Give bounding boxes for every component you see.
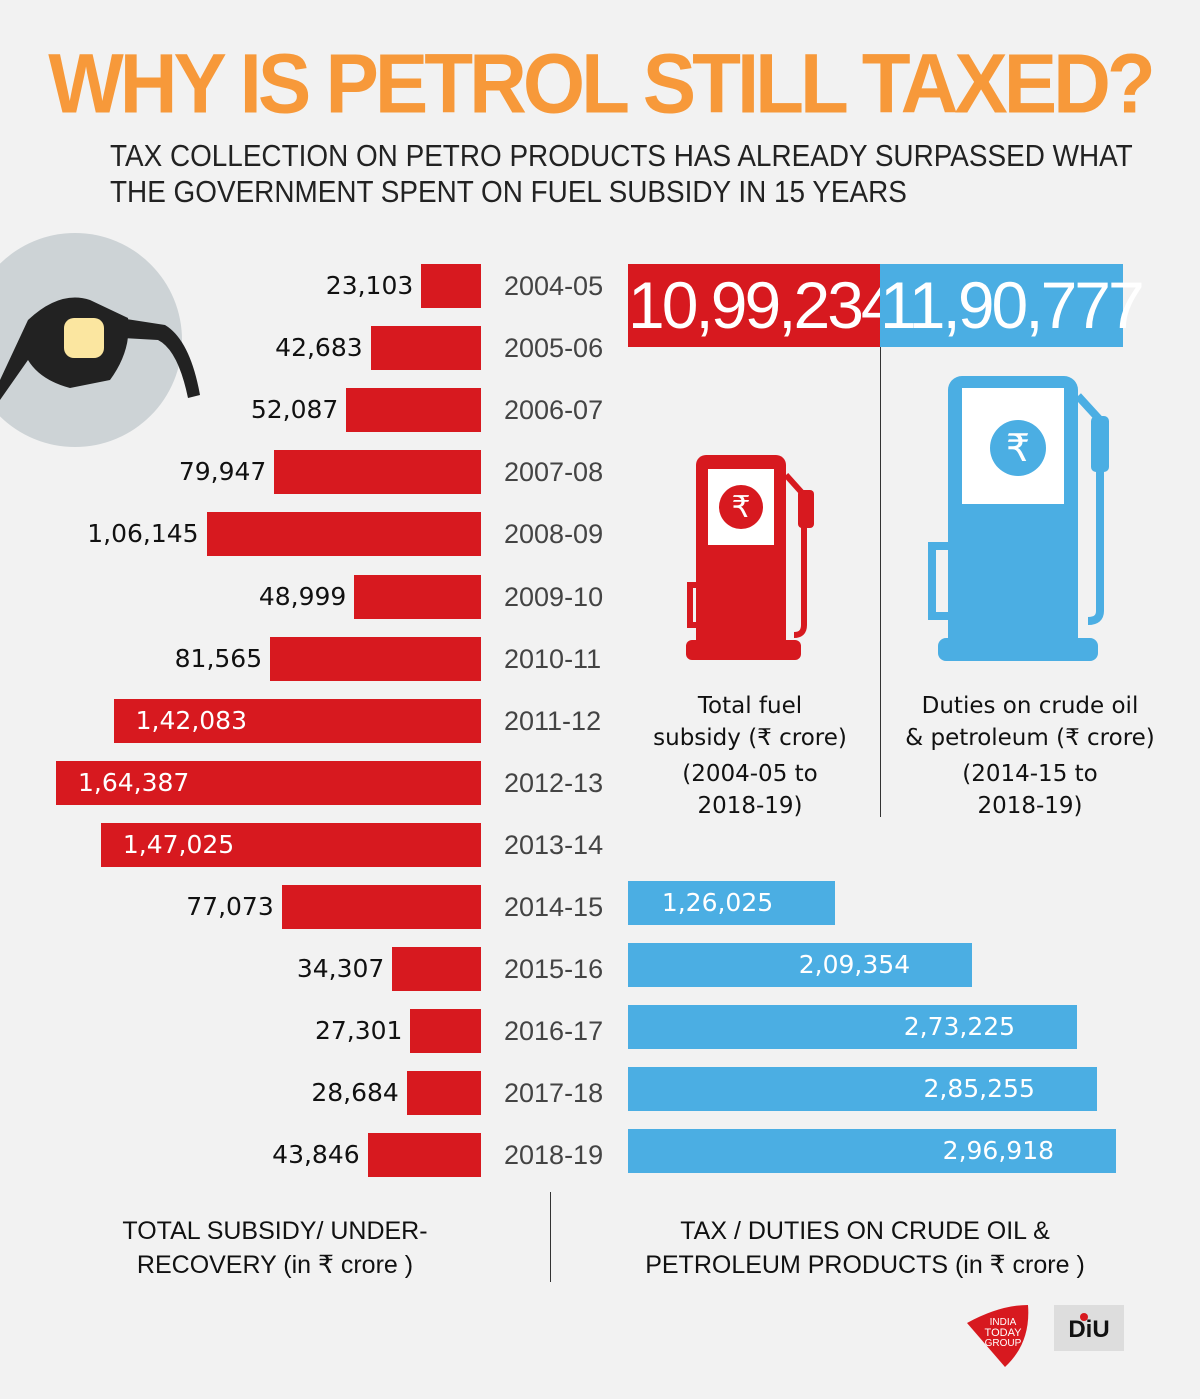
duties-bar — [628, 1129, 1116, 1174]
duties-value-label: 2,09,354 — [798, 950, 911, 980]
subsidy-bar — [406, 1071, 481, 1116]
diu-logo: DiU — [1054, 1305, 1124, 1351]
footer-left-label: TOTAL SUBSIDY/ UNDER- RECOVERY (in ₹ cro… — [60, 1214, 490, 1282]
svg-text:TODAY: TODAY — [985, 1327, 1023, 1339]
subsidy-bar — [270, 636, 481, 681]
duties-bar — [628, 943, 973, 988]
year-label: 2013-14 — [504, 829, 604, 860]
year-label: 2009-10 — [504, 581, 604, 612]
duties-caption: Duties on crude oil & petroleum (₹ crore… — [895, 690, 1165, 822]
year-label: 2017-18 — [504, 1078, 604, 1109]
duties-value-label: 2,96,918 — [942, 1136, 1054, 1166]
svg-text:₹: ₹ — [1006, 426, 1030, 470]
subsidy-value-label: 77,073 — [186, 892, 274, 921]
duties-value-label: 2,73,225 — [903, 1012, 1016, 1042]
year-label: 2010-11 — [504, 643, 602, 674]
subsidy-caption: Total fuel subsidy (₹ crore) (2004-05 to… — [630, 690, 870, 822]
caption-line: Total fuel — [697, 693, 803, 719]
duties-value-label: 2,85,255 — [923, 1074, 1035, 1104]
subsidy-value-label: 52,087 — [250, 395, 339, 425]
subsidy-bar — [354, 574, 481, 619]
caption-line: (2004-05 to — [682, 761, 818, 787]
year-label: 2005-06 — [504, 333, 604, 364]
year-label: 2006-07 — [504, 395, 604, 426]
subsidy-value-label: 42,683 — [275, 333, 363, 363]
caption-line: 2018-19) — [697, 793, 803, 819]
title: WHY IS PETROL STILL TAXED? — [48, 36, 1156, 131]
divider — [880, 347, 881, 817]
duties-value-label: 1,26,025 — [661, 888, 774, 917]
subsidy-bar — [100, 822, 481, 867]
subtitle-line: THE GOVERNMENT SPENT ON FUEL SUBSIDY IN … — [110, 174, 907, 209]
year-label: 2014-15 — [504, 892, 604, 922]
year-label: 2004-05 — [504, 271, 604, 301]
svg-text:GROUP: GROUP — [985, 1338, 1022, 1349]
year-label: 2008-09 — [504, 519, 604, 550]
subsidy-value-label: 28,684 — [311, 1078, 399, 1108]
year-label: 2011-12 — [504, 705, 602, 736]
caption-line: Duties on crude oil — [921, 693, 1139, 719]
year-label: 2012-13 — [504, 767, 604, 798]
subsidy-value-label: 43,846 — [272, 1140, 360, 1170]
subsidy-value-label: 27,301 — [314, 1016, 403, 1046]
subsidy-value-label: 1,47,025 — [122, 829, 235, 859]
svg-text:₹: ₹ — [731, 490, 750, 525]
footer-divider — [550, 1192, 551, 1282]
subsidy-bar — [281, 885, 481, 929]
duties-bar — [628, 1005, 1078, 1050]
subsidy-value-label: 34,307 — [296, 954, 385, 984]
svg-text:INDIA: INDIA — [990, 1317, 1017, 1328]
caption-line: subsidy (₹ crore) — [653, 725, 847, 751]
india-today-logo: INDIA TODAY GROUP — [967, 1305, 1029, 1367]
fuel-nozzle-icon — [0, 233, 200, 447]
subsidy-bar — [410, 1009, 481, 1054]
subsidy-value-label: 1,06,145 — [87, 519, 199, 549]
subsidy-bar — [206, 512, 481, 557]
subsidy-bar — [421, 264, 481, 308]
caption-line: 2018-19) — [977, 793, 1083, 819]
subtitle-line: TAX COLLECTION ON PETRO PRODUCTS HAS ALR… — [110, 138, 1133, 173]
year-label: 2016-17 — [504, 1016, 604, 1047]
duties-bar — [628, 1067, 1097, 1112]
footer-line: TOTAL SUBSIDY/ UNDER- — [122, 1217, 428, 1245]
subsidy-value-label: 1,42,083 — [135, 705, 247, 735]
subsidy-bar — [367, 1133, 481, 1178]
subsidy-bar — [346, 388, 481, 433]
year-label: 2007-08 — [504, 457, 604, 488]
subsidy-value-label: 81,565 — [174, 643, 263, 673]
fuel-pump-icon: ₹ — [686, 455, 814, 660]
footer-right-label: TAX / DUTIES ON CRUDE OIL & PETROLEUM PR… — [610, 1214, 1120, 1282]
fuel-pump-icon: ₹ — [928, 376, 1109, 661]
subsidy-value-label: 48,999 — [258, 581, 347, 611]
footer-line: RECOVERY (in ₹ crore ) — [136, 1251, 414, 1279]
total-duties: 11,90,777 — [880, 264, 1145, 347]
subsidy-value-label: 79,947 — [178, 457, 267, 487]
svg-text:DiU: DiU — [1068, 1316, 1109, 1343]
subsidy-bar — [56, 760, 481, 805]
subsidy-bar — [370, 326, 481, 371]
total-subsidy: 10,99,234 — [628, 264, 898, 347]
duties-bar — [628, 881, 836, 925]
subsidy-bar — [392, 947, 481, 992]
subsidy-value-label: 1,64,387 — [78, 767, 190, 797]
footer-line: PETROLEUM PRODUCTS (in ₹ crore ) — [645, 1251, 1085, 1279]
footer-line: TAX / DUTIES ON CRUDE OIL & — [680, 1217, 1050, 1245]
year-label: 2015-16 — [504, 954, 604, 985]
subsidy-value-label: 23,103 — [325, 271, 414, 300]
year-label: 2018-19 — [504, 1140, 604, 1171]
subsidy-bar — [113, 698, 481, 743]
subtitle: TAX COLLECTION ON PETRO PRODUCTS HAS ALR… — [110, 138, 1133, 210]
caption-line: & petroleum (₹ crore) — [905, 725, 1155, 751]
caption-line: (2014-15 to — [962, 761, 1098, 787]
subsidy-bar — [274, 450, 481, 495]
